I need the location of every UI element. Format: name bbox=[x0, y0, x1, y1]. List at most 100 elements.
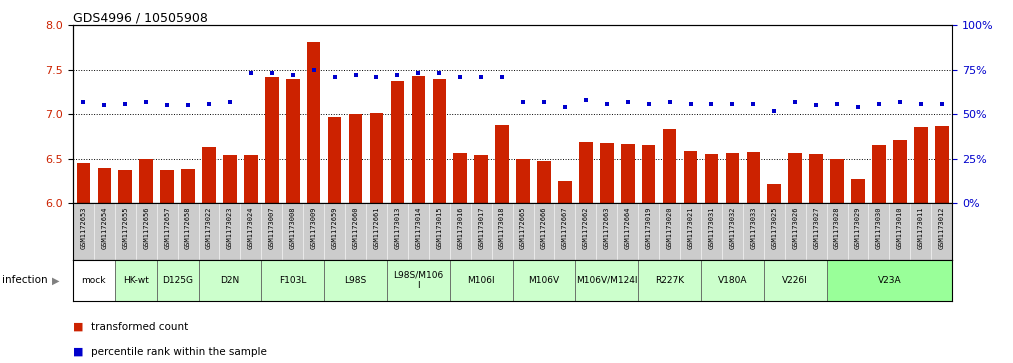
Bar bbox=[621, 144, 634, 203]
Point bbox=[306, 67, 322, 73]
Point bbox=[494, 74, 511, 80]
Bar bbox=[558, 181, 571, 203]
Bar bbox=[575, 260, 638, 301]
Text: GSM1172660: GSM1172660 bbox=[353, 206, 359, 249]
Bar bbox=[157, 260, 199, 301]
Text: GSM1172655: GSM1172655 bbox=[123, 206, 129, 249]
Text: GSM1172654: GSM1172654 bbox=[101, 206, 107, 249]
Bar bbox=[474, 155, 488, 203]
Bar bbox=[286, 79, 300, 203]
Text: R227K: R227K bbox=[655, 276, 684, 285]
Text: GSM1173011: GSM1173011 bbox=[918, 206, 924, 249]
Point bbox=[577, 97, 594, 103]
Point bbox=[222, 99, 238, 105]
Bar bbox=[97, 168, 111, 203]
Text: GSM1172658: GSM1172658 bbox=[185, 206, 191, 249]
Text: GSM1172667: GSM1172667 bbox=[562, 206, 568, 249]
Point bbox=[75, 99, 91, 105]
Point bbox=[201, 101, 217, 107]
Bar bbox=[872, 146, 885, 203]
Bar bbox=[261, 260, 324, 301]
Text: L98S/M106
I: L98S/M106 I bbox=[393, 271, 444, 290]
Point bbox=[285, 72, 301, 78]
Point bbox=[410, 70, 426, 76]
Point bbox=[96, 102, 112, 108]
Text: GSM1173024: GSM1173024 bbox=[248, 206, 254, 249]
Bar bbox=[663, 130, 677, 203]
Text: GSM1173008: GSM1173008 bbox=[290, 206, 296, 249]
Bar bbox=[387, 260, 450, 301]
Bar bbox=[77, 163, 90, 203]
Bar bbox=[725, 154, 739, 203]
Text: GSM1173015: GSM1173015 bbox=[437, 206, 443, 249]
Text: GSM1173013: GSM1173013 bbox=[394, 206, 400, 249]
Point bbox=[683, 101, 699, 107]
Bar bbox=[851, 179, 865, 203]
Bar bbox=[495, 125, 509, 203]
Text: V180A: V180A bbox=[717, 276, 748, 285]
Point bbox=[138, 99, 154, 105]
Text: GSM1172657: GSM1172657 bbox=[164, 206, 170, 249]
Text: GSM1172662: GSM1172662 bbox=[582, 206, 589, 249]
Point bbox=[557, 104, 573, 110]
Text: GSM1172664: GSM1172664 bbox=[625, 206, 631, 249]
Point bbox=[369, 74, 385, 80]
Text: GSM1173025: GSM1173025 bbox=[771, 206, 777, 249]
Bar bbox=[705, 154, 718, 203]
Point bbox=[766, 108, 782, 114]
Bar bbox=[764, 260, 827, 301]
Text: GSM1173026: GSM1173026 bbox=[792, 206, 798, 249]
Text: M106V: M106V bbox=[529, 276, 559, 285]
Text: V226I: V226I bbox=[782, 276, 808, 285]
Text: GSM1173030: GSM1173030 bbox=[876, 206, 882, 249]
Text: GSM1173009: GSM1173009 bbox=[311, 206, 317, 249]
Text: GSM1173018: GSM1173018 bbox=[499, 206, 505, 249]
Text: GSM1172653: GSM1172653 bbox=[80, 206, 86, 249]
Point bbox=[389, 72, 405, 78]
Bar bbox=[370, 114, 383, 203]
Text: GSM1173027: GSM1173027 bbox=[813, 206, 820, 249]
Bar bbox=[935, 126, 948, 203]
Point bbox=[787, 99, 803, 105]
Bar bbox=[684, 151, 697, 203]
Bar bbox=[579, 142, 593, 203]
Text: GSM1173010: GSM1173010 bbox=[897, 206, 903, 249]
Point bbox=[159, 102, 175, 108]
Point bbox=[432, 70, 448, 76]
Text: percentile rank within the sample: percentile rank within the sample bbox=[91, 347, 267, 357]
Text: GSM1173029: GSM1173029 bbox=[855, 206, 861, 249]
Point bbox=[850, 104, 866, 110]
Point bbox=[326, 74, 342, 80]
Text: GSM1172656: GSM1172656 bbox=[143, 206, 149, 249]
Point bbox=[536, 99, 552, 105]
Point bbox=[934, 101, 950, 107]
Text: mock: mock bbox=[82, 276, 106, 285]
Text: GSM1173019: GSM1173019 bbox=[645, 206, 651, 249]
Bar bbox=[747, 152, 760, 203]
Point bbox=[620, 99, 636, 105]
Text: GSM1173012: GSM1173012 bbox=[939, 206, 945, 249]
Bar bbox=[119, 170, 132, 203]
Text: HK-wt: HK-wt bbox=[123, 276, 149, 285]
Bar bbox=[638, 260, 701, 301]
Bar bbox=[328, 117, 341, 203]
Bar bbox=[517, 159, 530, 203]
Text: V23A: V23A bbox=[877, 276, 902, 285]
Point bbox=[243, 70, 259, 76]
Text: ■: ■ bbox=[73, 347, 83, 357]
Bar bbox=[788, 152, 802, 203]
Text: GSM1173017: GSM1173017 bbox=[478, 206, 484, 249]
Point bbox=[180, 102, 197, 108]
Point bbox=[829, 101, 845, 107]
Point bbox=[871, 101, 887, 107]
Point bbox=[347, 72, 364, 78]
Bar bbox=[600, 143, 614, 203]
Text: F103L: F103L bbox=[279, 276, 307, 285]
Bar bbox=[537, 162, 551, 203]
Bar bbox=[244, 155, 257, 203]
Point bbox=[515, 99, 531, 105]
Text: GSM1172666: GSM1172666 bbox=[541, 206, 547, 249]
Bar bbox=[181, 170, 194, 203]
Bar bbox=[454, 154, 467, 203]
Point bbox=[599, 101, 615, 107]
